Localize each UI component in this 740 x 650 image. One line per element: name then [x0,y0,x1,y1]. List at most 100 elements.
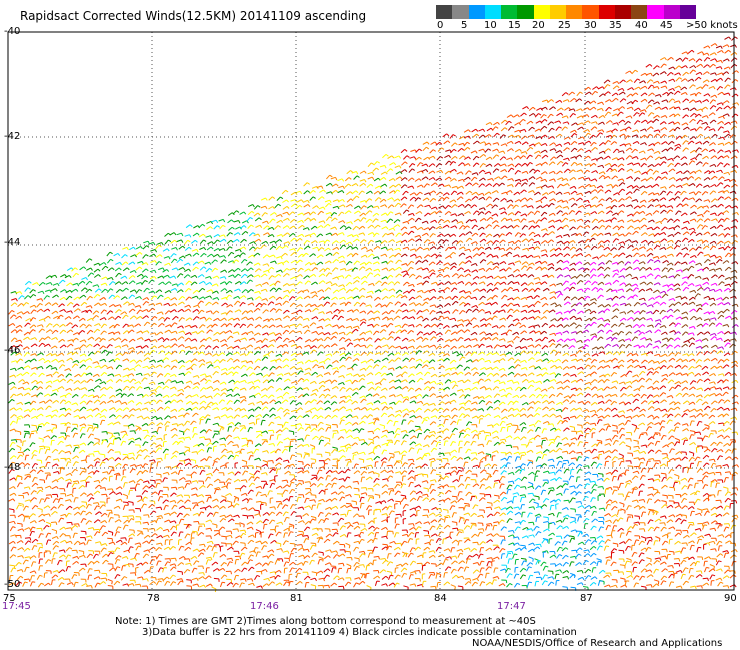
wind-barb-flag [699,183,703,187]
wind-barb [652,118,657,123]
wind-barb-flag [719,288,723,292]
wind-barb-flag [650,155,654,159]
wind-barb [486,240,491,245]
wind-barb [627,162,633,166]
wind-barb [407,266,412,272]
wind-barb [493,163,499,167]
wind-barb [360,254,366,258]
wind-barb [221,302,226,307]
wind-barb-flag [629,115,633,119]
wind-barb [353,218,359,223]
wind-barb-flag [691,78,695,82]
wind-barb-flag [510,114,514,118]
wind-barb [612,232,618,237]
wind-barb-flag [113,304,116,308]
wind-barb [374,197,380,202]
wind-barb [535,136,541,139]
wind-barb-flag [455,324,459,328]
wind-barb [225,323,231,328]
wind-barb-flag [687,107,690,111]
wind-barb-flag [635,230,639,234]
wind-barb [288,233,294,237]
wind-barb-flag [237,317,240,321]
wind-barb-flag [174,258,178,261]
wind-barb [527,211,532,216]
wind-barb [534,113,539,118]
wind-barb-flag [684,156,688,159]
wind-barb [352,308,358,313]
wind-barb [687,282,693,287]
wind-barb-flag [508,120,512,124]
wind-barb-flag [672,298,676,302]
wind-barb [373,273,379,278]
wind-barb [267,301,272,306]
wind-barb [246,261,251,266]
wind-barb-flag [453,148,457,152]
wind-barb-flag [299,191,303,195]
wind-barb [723,227,729,231]
wind-barb-flag [489,183,493,187]
wind-barb-flag [167,296,171,300]
wind-barb [520,189,525,194]
wind-barb-flag [64,274,67,278]
wind-barb-flag [517,191,521,195]
wind-barb [171,247,177,250]
wind-barb [660,209,665,214]
wind-barb [682,286,687,292]
wind-barb [395,232,400,238]
wind-barb [332,289,338,294]
wind-barb [185,296,190,301]
wind-barb-flag [658,163,661,167]
wind-barb [575,317,581,320]
wind-barb [494,176,499,180]
wind-barb [652,198,658,202]
wind-barb-flag [565,162,569,165]
wind-barb [485,183,490,188]
wind-barb-flag [371,224,375,228]
wind-barb [192,261,197,266]
wind-barb [583,261,589,266]
wind-barb [282,294,287,299]
wind-barb-flag [232,274,236,278]
wind-barb [660,156,666,160]
wind-barb [291,311,297,315]
wind-barb [617,288,623,291]
wind-barb [163,296,169,301]
wind-barb [682,220,688,224]
wind-barb [197,274,203,278]
wind-barb [464,210,469,215]
wind-barb-flag [454,262,457,266]
wind-barb [465,219,470,224]
wind-barb-flag [397,315,401,319]
wind-barb-flag [523,189,527,193]
wind-barb [81,309,87,313]
wind-barb [246,267,252,272]
wind-barb-flag [406,221,410,225]
wind-barb [463,302,469,307]
wind-barb [654,319,660,322]
wind-barb-flag [727,113,730,117]
wind-barb-flag [573,315,577,319]
wind-barb-flag [677,218,681,222]
wind-barb [429,246,435,250]
wind-barb-flag [735,261,739,265]
wind-barb [276,219,282,224]
wind-barb-flag [301,233,305,238]
wind-barb-flag [536,294,540,298]
wind-barb [528,288,533,293]
wind-barb [491,190,497,194]
wind-barb-flag [257,212,261,216]
wind-barb-flag [391,309,395,313]
wind-barb [618,252,624,257]
wind-barb-flag [694,149,697,153]
wind-barb [233,267,239,272]
wind-barb-flag [714,43,718,47]
wind-barb [576,115,582,119]
wind-barb-flag [699,275,702,279]
wind-barb-flag [455,273,459,276]
wind-barb-flag [343,239,347,243]
wind-barb-flag [166,248,170,252]
wind-barb [521,204,527,208]
wind-barb-flag [224,281,227,285]
wind-barb [591,121,597,124]
